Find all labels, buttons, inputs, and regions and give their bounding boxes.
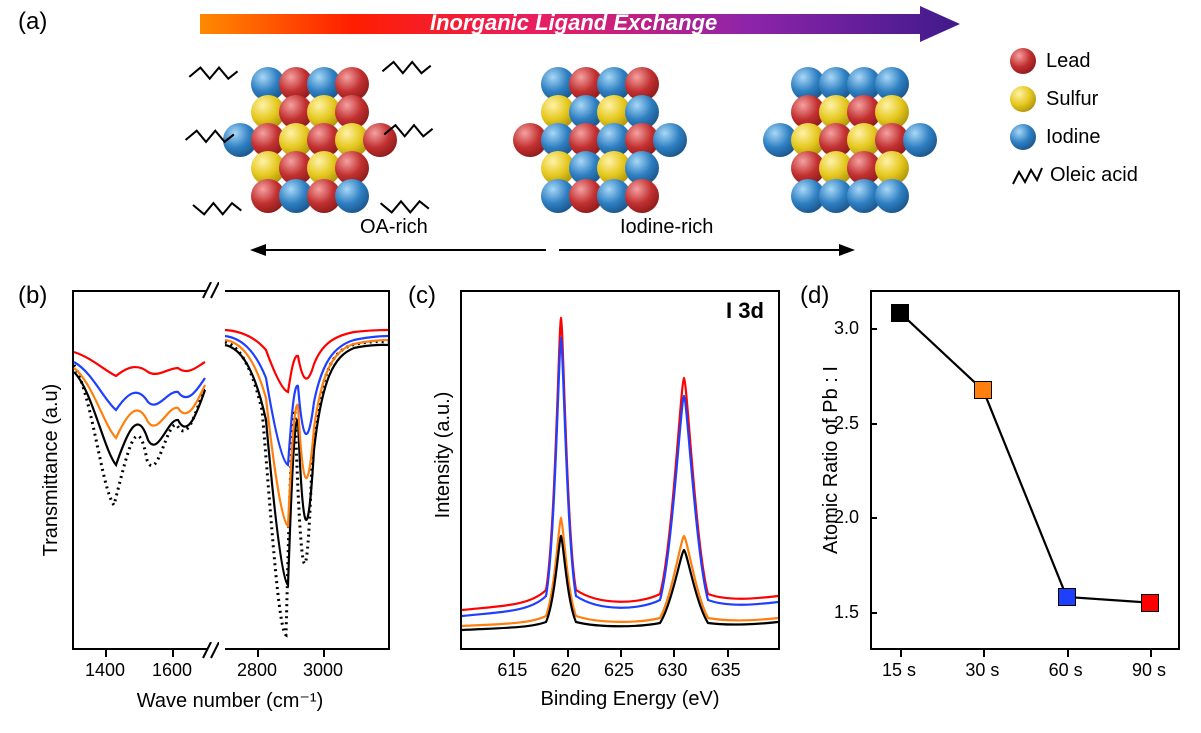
marker <box>974 381 992 399</box>
arrow-text: Inorganic Ligand Exchange <box>430 10 717 36</box>
marker <box>1141 594 1159 612</box>
tick-label: 1.5 <box>834 602 859 623</box>
tick <box>1067 650 1069 657</box>
tick-label: 3.0 <box>834 318 859 339</box>
tick-label: 615 <box>497 660 527 681</box>
tick-label: 2.5 <box>834 413 859 434</box>
legend-sulfur-label: Sulfur <box>1046 88 1098 111</box>
tick <box>673 650 675 657</box>
legend-oleic-label: Oleic acid <box>1050 164 1138 187</box>
tick <box>567 650 569 657</box>
panel-b-spectra <box>72 290 390 650</box>
panel-d-ylabel: Atomic Ratio of Pb : I <box>820 340 843 580</box>
tick <box>983 650 985 657</box>
legend-lead: Lead <box>1010 48 1138 74</box>
panel-c-label: (c) <box>408 282 436 310</box>
legend: Lead Sulfur Iodine Oleic acid <box>1010 48 1138 200</box>
legend-iodine: Iodine <box>1010 124 1138 150</box>
tick-label: 90 s <box>1132 660 1166 681</box>
legend-sulfur: Sulfur <box>1010 86 1138 112</box>
panel-d-label: (d) <box>800 282 829 310</box>
tick <box>257 650 259 657</box>
panel-c-ylabel: Intensity (a.u.) <box>432 365 455 545</box>
tick-label: 630 <box>657 660 687 681</box>
tick-label-1600: 1600 <box>152 660 192 681</box>
panel-b-xlabel: Wave number (cm⁻¹) <box>90 688 370 713</box>
iodine-rich-label: Iodine-rich <box>620 216 713 239</box>
tick <box>513 650 515 657</box>
tick <box>727 650 729 657</box>
tick-label: 15 s <box>882 660 916 681</box>
tick <box>323 650 325 657</box>
legend-lead-label: Lead <box>1046 50 1091 73</box>
tick <box>105 650 107 657</box>
oa-rich-label: OA-rich <box>360 216 428 239</box>
tick <box>1150 650 1152 657</box>
tick <box>172 650 174 657</box>
tick-label: 30 s <box>965 660 999 681</box>
iodine-rich-arrow <box>555 240 855 260</box>
cluster-mid <box>520 60 680 220</box>
marker <box>1058 588 1076 606</box>
tick-label-3000: 3000 <box>303 660 343 681</box>
oa-rich-arrow <box>250 240 550 260</box>
panel-c-spectra <box>460 290 780 650</box>
tick-label: 620 <box>551 660 581 681</box>
tick-label-2800: 2800 <box>237 660 277 681</box>
cluster-iodine-rich <box>770 60 930 220</box>
panel-b-ylabel: Transmittance (a.u) <box>40 360 63 580</box>
legend-oleic: Oleic acid <box>1010 162 1138 188</box>
panel-d-plot <box>870 290 1180 650</box>
marker <box>891 304 909 322</box>
tick-label-1400: 1400 <box>85 660 125 681</box>
panel-b-label: (b) <box>18 282 47 310</box>
tick <box>620 650 622 657</box>
tick-label: 625 <box>604 660 634 681</box>
legend-iodine-label: Iodine <box>1046 126 1101 149</box>
tick-label: 60 s <box>1049 660 1083 681</box>
tick-label: 2.0 <box>834 507 859 528</box>
cluster-oa-rich <box>230 60 390 220</box>
panel-c-xlabel: Binding Energy (eV) <box>520 688 740 711</box>
tick-label: 635 <box>711 660 741 681</box>
panel-a-label: (a) <box>18 8 47 36</box>
tick <box>900 650 902 657</box>
